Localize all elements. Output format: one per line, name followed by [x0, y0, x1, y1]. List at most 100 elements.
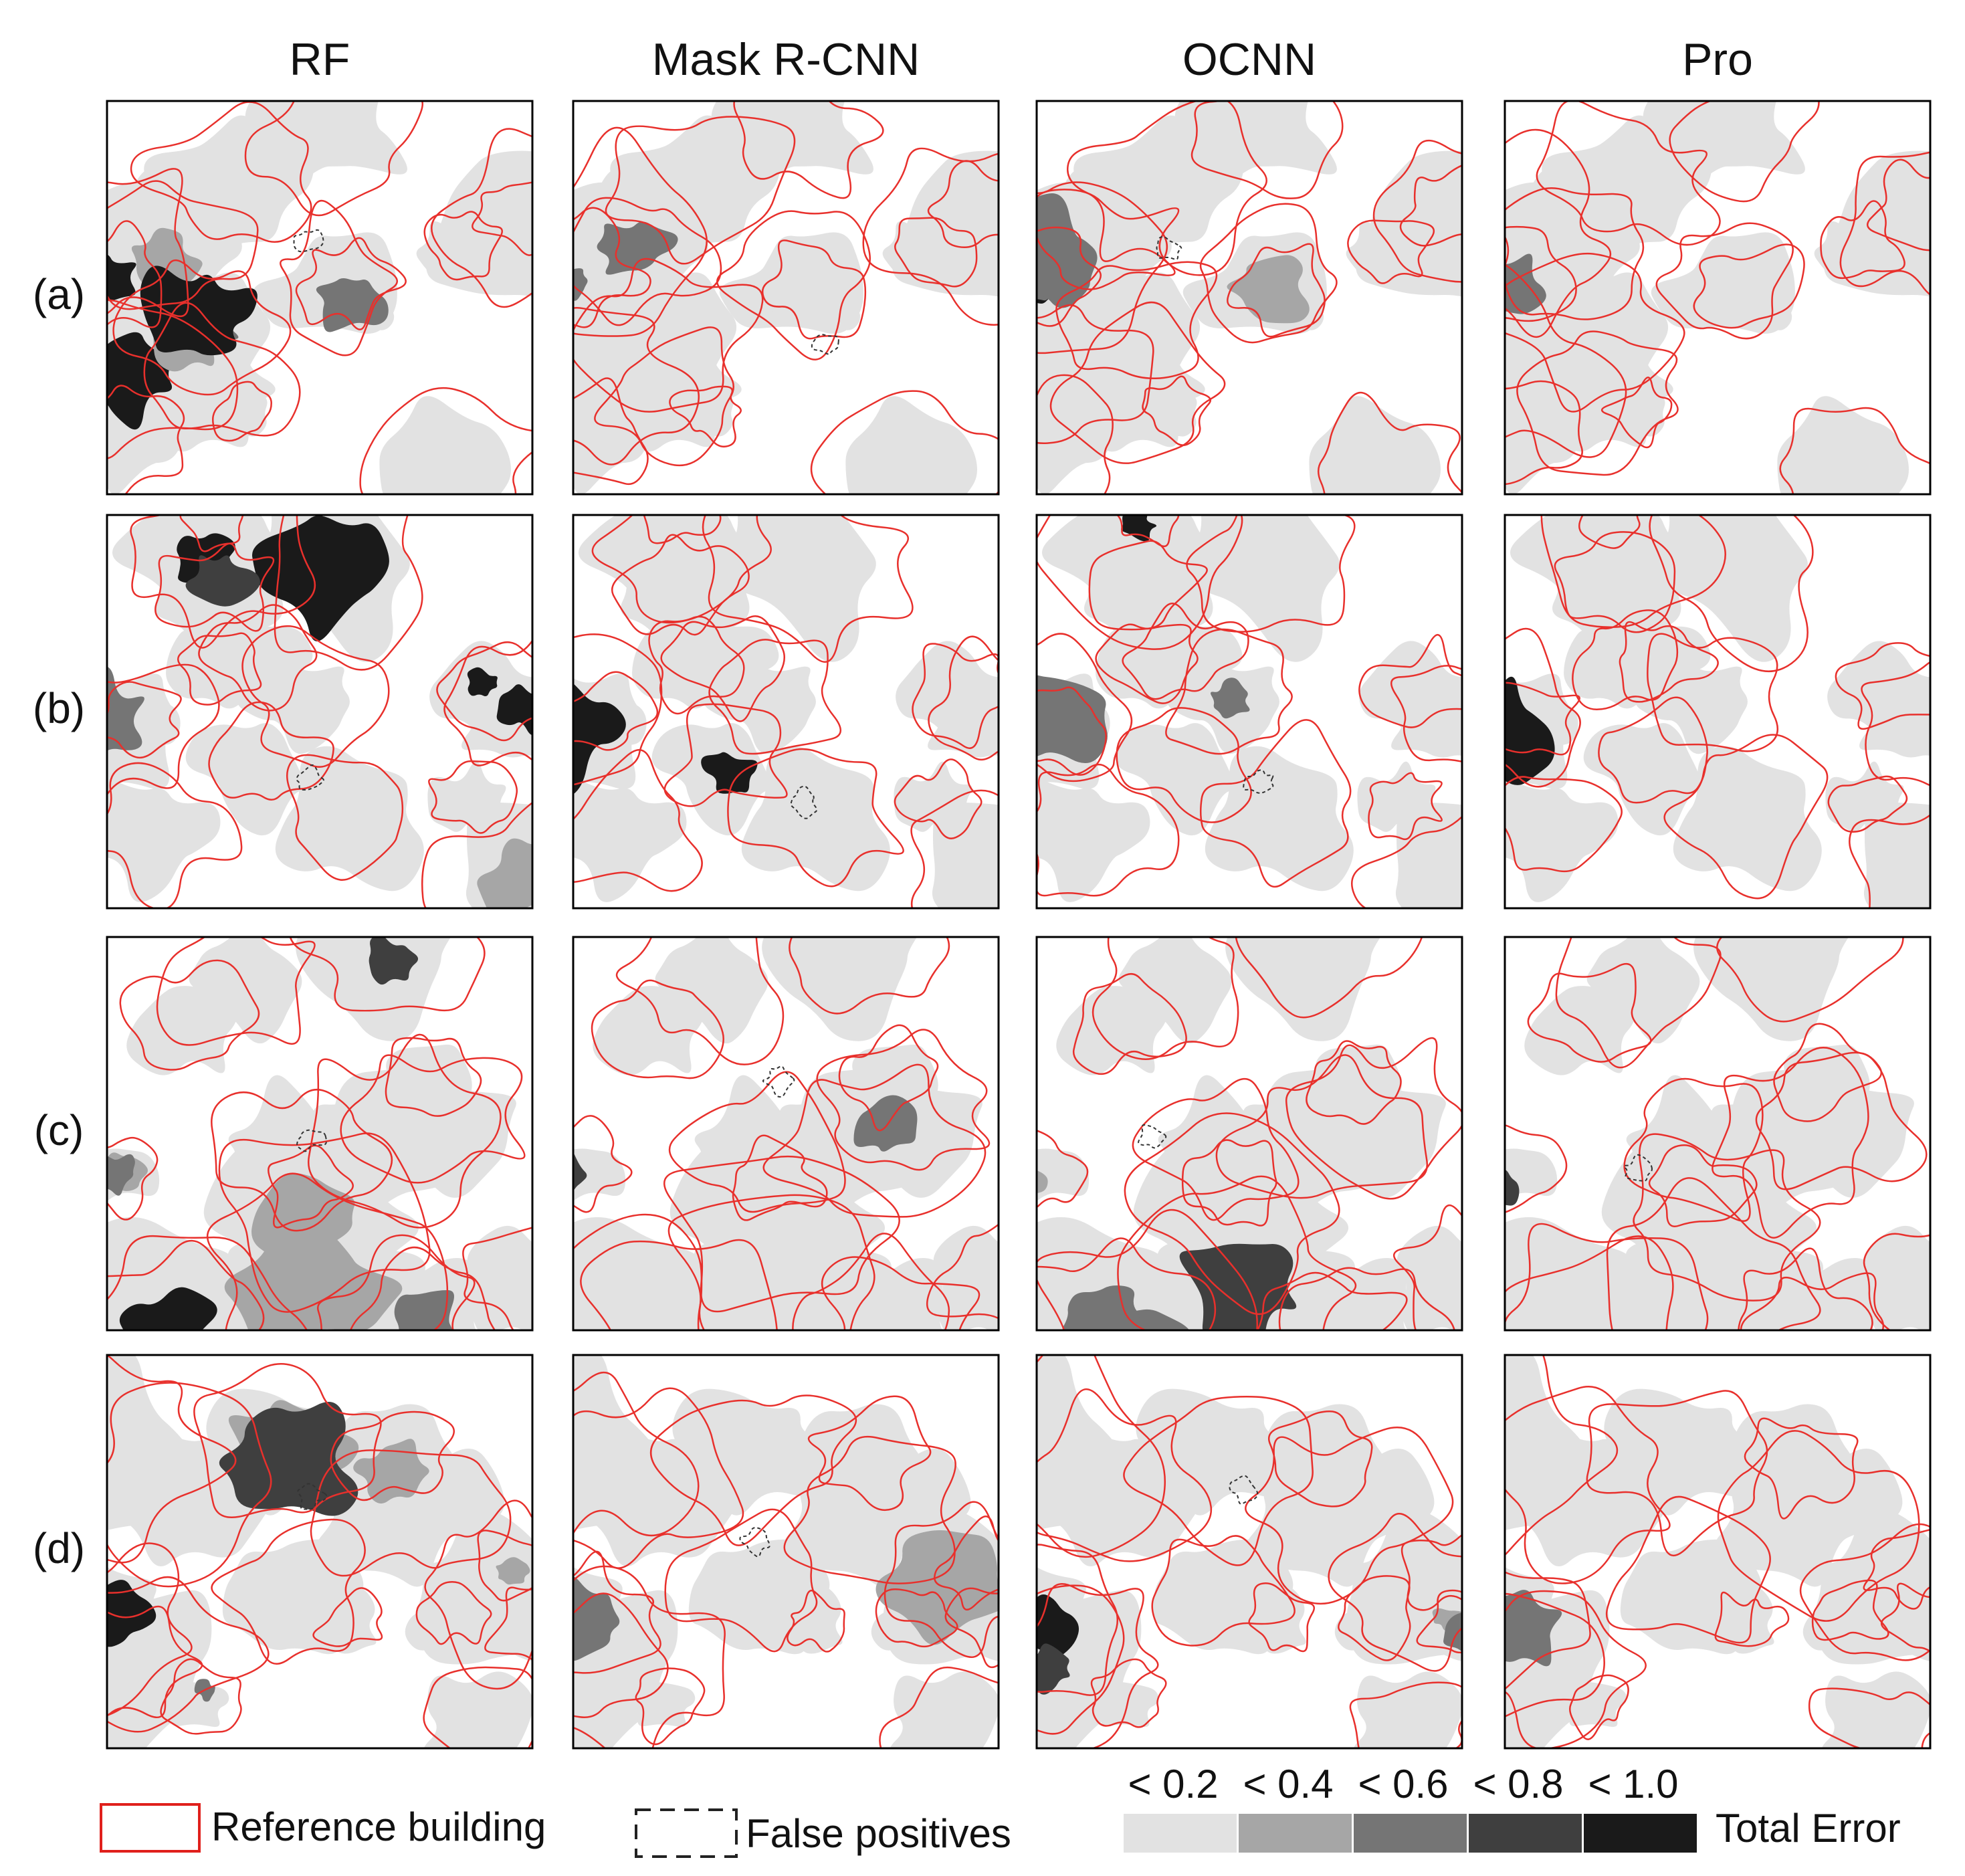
building-area: [314, 1585, 377, 1654]
reference-outline: [573, 1115, 633, 1213]
building-area: [484, 1580, 532, 1661]
reference-outline: [821, 1256, 980, 1330]
reference-outline: [1037, 1209, 1258, 1330]
reference-swatch: [100, 1803, 201, 1853]
reference-outline: [1505, 1571, 1591, 1690]
reference-outline: [218, 1132, 431, 1313]
reference-outline: [838, 1024, 939, 1132]
building-area: [932, 802, 999, 908]
reference-outline: [107, 180, 259, 310]
error-scale-label: < 0.6: [1358, 1762, 1448, 1806]
reference-outline: [1368, 772, 1443, 841]
reference-outline: [207, 1172, 449, 1330]
false-positive: [1229, 1475, 1259, 1505]
reference-outline: [1717, 1430, 1920, 1622]
building-area: [107, 1217, 266, 1330]
reference-outline: [648, 615, 745, 715]
reference-outline: [1744, 1417, 1859, 1520]
false-positive-label: False positives: [746, 1811, 1011, 1856]
reference-outline: [1165, 628, 1293, 755]
building-area: [1037, 1433, 1203, 1567]
reference-outline: [193, 1363, 382, 1519]
reference-outline: [1863, 1233, 1930, 1330]
reference-outline: [573, 1565, 726, 1748]
building-area: [1309, 396, 1441, 494]
reference-outline: [1306, 1040, 1402, 1125]
error-scale-bin: [1239, 1814, 1352, 1853]
reference-outline: [1605, 1495, 1771, 1644]
building-area: [1037, 1148, 1090, 1201]
reference-outline: [1399, 164, 1462, 247]
error-area: [107, 1154, 135, 1196]
reference-outline: [591, 515, 772, 624]
building-area: [1266, 1404, 1386, 1501]
building-area: [107, 1608, 187, 1734]
building-area: [1138, 623, 1243, 708]
reference-outline: [605, 116, 796, 265]
building-area: [1037, 298, 1135, 463]
false-positive: [1156, 236, 1182, 260]
building-area: [460, 163, 532, 259]
reference-outline: [1191, 101, 1344, 199]
reference-outline: [1505, 1592, 1605, 1717]
reference-outline: [1779, 407, 1930, 494]
building-area: [185, 723, 304, 836]
reference-outline: [1647, 633, 1779, 752]
error-area: [1179, 1243, 1297, 1330]
building-area: [762, 937, 918, 1041]
reference-outline: [1505, 252, 1685, 413]
reference-outline: [107, 1576, 270, 1733]
error-area: [1121, 515, 1157, 542]
reference-outline: [431, 128, 532, 308]
map-panel: [573, 1355, 999, 1748]
building-area: [1174, 101, 1337, 198]
reference-outline: [330, 1411, 455, 1501]
panel-frame: [572, 936, 1000, 1332]
reference-outline: [1186, 515, 1356, 633]
reference-outline: [1037, 189, 1180, 290]
building-area: [1777, 396, 1909, 494]
reference-outline: [423, 1666, 532, 1748]
reference-outline: [702, 515, 914, 663]
reference-outline: [154, 542, 275, 632]
reference-outline: [573, 377, 649, 486]
column-header: Pro: [1682, 34, 1753, 85]
building-area: [1693, 937, 1849, 1041]
reference-outline: [423, 211, 504, 281]
reference-outline: [1123, 1396, 1314, 1566]
building-area: [189, 937, 302, 1044]
false-positive: [293, 229, 324, 253]
reference-outline: [1606, 1177, 1821, 1330]
building-area: [573, 1217, 732, 1330]
error-area: [394, 1289, 454, 1330]
reference-outline: [732, 1134, 828, 1221]
error-scale-bin: [1124, 1814, 1237, 1853]
building-area: [803, 1404, 922, 1501]
reference-outline: [1181, 1139, 1277, 1227]
error-scale-title: Total Error: [1716, 1806, 1901, 1851]
error-area: [107, 254, 136, 301]
reference-outline: [107, 299, 239, 459]
error-area: [573, 268, 588, 301]
error-area: [875, 1530, 999, 1645]
reference-outline: [1649, 515, 1814, 672]
building-area: [379, 396, 511, 494]
reference-outline: [1598, 696, 1708, 804]
error-area: [1037, 675, 1108, 763]
reference-outline: [1116, 707, 1252, 823]
map-panel: [1505, 1355, 1930, 1748]
reference-outline: [573, 749, 703, 892]
reference-outline: [1505, 264, 1627, 458]
map-panel: [1037, 515, 1462, 908]
error-scale-bin: [1354, 1814, 1467, 1853]
reference-outline: [660, 615, 786, 722]
map-panel: [1505, 937, 1930, 1330]
reference-outline: [443, 639, 532, 766]
building-area: [709, 515, 876, 662]
building-area: [620, 550, 734, 645]
reference-outline: [573, 671, 659, 751]
reference-label: Reference building: [211, 1804, 546, 1849]
reference-outline: [910, 789, 999, 908]
error-scale-label: < 0.4: [1243, 1762, 1333, 1806]
